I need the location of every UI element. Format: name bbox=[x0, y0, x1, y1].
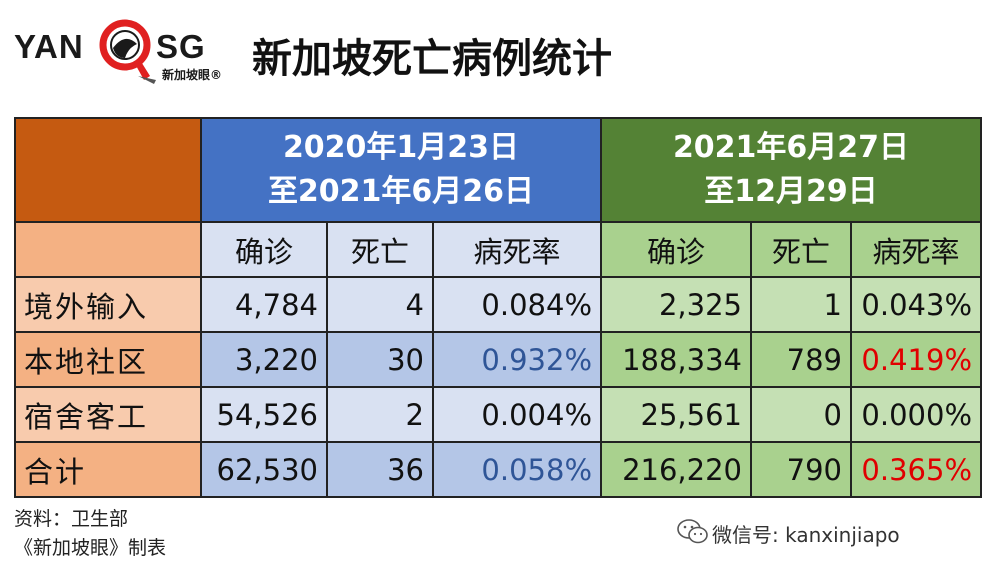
page-title: 新加坡死亡病例统计 bbox=[252, 36, 612, 82]
cell-deaths: 36 bbox=[326, 441, 434, 498]
col-fatality-rate-1: 病死率 bbox=[432, 221, 602, 278]
sub-header-blank bbox=[14, 221, 202, 278]
period-1-header: 2020年1月23日 至2021年6月26日 bbox=[200, 117, 602, 223]
col-confirmed-2: 确诊 bbox=[600, 221, 752, 278]
row-label-total: 合计 bbox=[14, 441, 202, 498]
cell-confirmed: 3,220 bbox=[200, 331, 328, 388]
cell-deaths: 1 bbox=[750, 276, 852, 333]
col-fatality-rate-2: 病死率 bbox=[850, 221, 982, 278]
cell-confirmed: 62,530 bbox=[200, 441, 328, 498]
cell-confirmed: 54,526 bbox=[200, 386, 328, 443]
row-label-community: 本地社区 bbox=[14, 331, 202, 388]
wechat-id: 微信号: kanxinjiapo bbox=[712, 523, 900, 547]
cell-fatality-rate: 0.043% bbox=[850, 276, 982, 333]
col-deaths-2: 死亡 bbox=[750, 221, 852, 278]
cell-fatality-rate: 0.004% bbox=[432, 386, 602, 443]
cell-deaths: 4 bbox=[326, 276, 434, 333]
period-header-row: 2020年1月23日 至2021年6月26日 2021年6月27日 至12月29… bbox=[14, 117, 982, 223]
table-row: 宿舍客工 54,526 2 0.004% 25,561 0 0.000% bbox=[14, 386, 982, 443]
period-2-header: 2021年6月27日 至12月29日 bbox=[600, 117, 982, 223]
cell-fatality-rate: 0.932% bbox=[432, 331, 602, 388]
row-label-dormitory: 宿舍客工 bbox=[14, 386, 202, 443]
period-2-line2: 至12月29日 bbox=[704, 174, 878, 209]
cell-deaths: 790 bbox=[750, 441, 852, 498]
source-note: 资料：卫生部 《新加坡眼》制表 bbox=[14, 505, 166, 563]
cell-fatality-rate: 0.084% bbox=[432, 276, 602, 333]
cell-fatality-rate: 0.058% bbox=[432, 441, 602, 498]
table-row: 本地社区 3,220 30 0.932% 188,334 789 0.419% bbox=[14, 331, 982, 388]
corner-cell bbox=[14, 117, 202, 223]
period-1-line1: 2020年1月23日 bbox=[282, 130, 520, 165]
wechat-icon bbox=[677, 519, 708, 544]
period-1-line2: 至2021年6月26日 bbox=[267, 174, 535, 209]
column-header-row: 确诊 死亡 病死率 确诊 死亡 病死率 bbox=[14, 221, 982, 278]
cell-deaths: 0 bbox=[750, 386, 852, 443]
cell-deaths: 30 bbox=[326, 331, 434, 388]
logo-text-right: SG bbox=[156, 28, 206, 65]
cell-confirmed: 216,220 bbox=[600, 441, 752, 498]
row-label-imported: 境外输入 bbox=[14, 276, 202, 333]
cell-deaths: 2 bbox=[326, 386, 434, 443]
col-confirmed-1: 确诊 bbox=[200, 221, 328, 278]
cell-confirmed: 188,334 bbox=[600, 331, 752, 388]
cell-confirmed: 2,325 bbox=[600, 276, 752, 333]
logo-subtitle: 新加坡眼® bbox=[162, 68, 223, 82]
death-stats-table: 2020年1月23日 至2021年6月26日 2021年6月27日 至12月29… bbox=[14, 117, 982, 498]
credit-line: 《新加坡眼》制表 bbox=[14, 537, 167, 559]
table-row: 境外输入 4,784 4 0.084% 2,325 1 0.043% bbox=[14, 276, 982, 333]
magnifier-eye-icon bbox=[99, 19, 156, 84]
logo-text-left: YAN bbox=[14, 28, 84, 65]
period-2-line1: 2021年6月27日 bbox=[672, 130, 910, 165]
source-line: 资料：卫生部 bbox=[14, 508, 129, 530]
table-row: 合计 62,530 36 0.058% 216,220 790 0.365% bbox=[14, 441, 982, 498]
cell-deaths: 789 bbox=[750, 331, 852, 388]
cell-fatality-rate: 0.000% bbox=[850, 386, 982, 443]
cell-fatality-rate: 0.365% bbox=[850, 441, 982, 498]
yansg-logo: YAN SG 新加坡眼® bbox=[14, 16, 229, 86]
cell-fatality-rate: 0.419% bbox=[850, 331, 982, 388]
cell-confirmed: 4,784 bbox=[200, 276, 328, 333]
col-deaths-1: 死亡 bbox=[326, 221, 434, 278]
cell-confirmed: 25,561 bbox=[600, 386, 752, 443]
